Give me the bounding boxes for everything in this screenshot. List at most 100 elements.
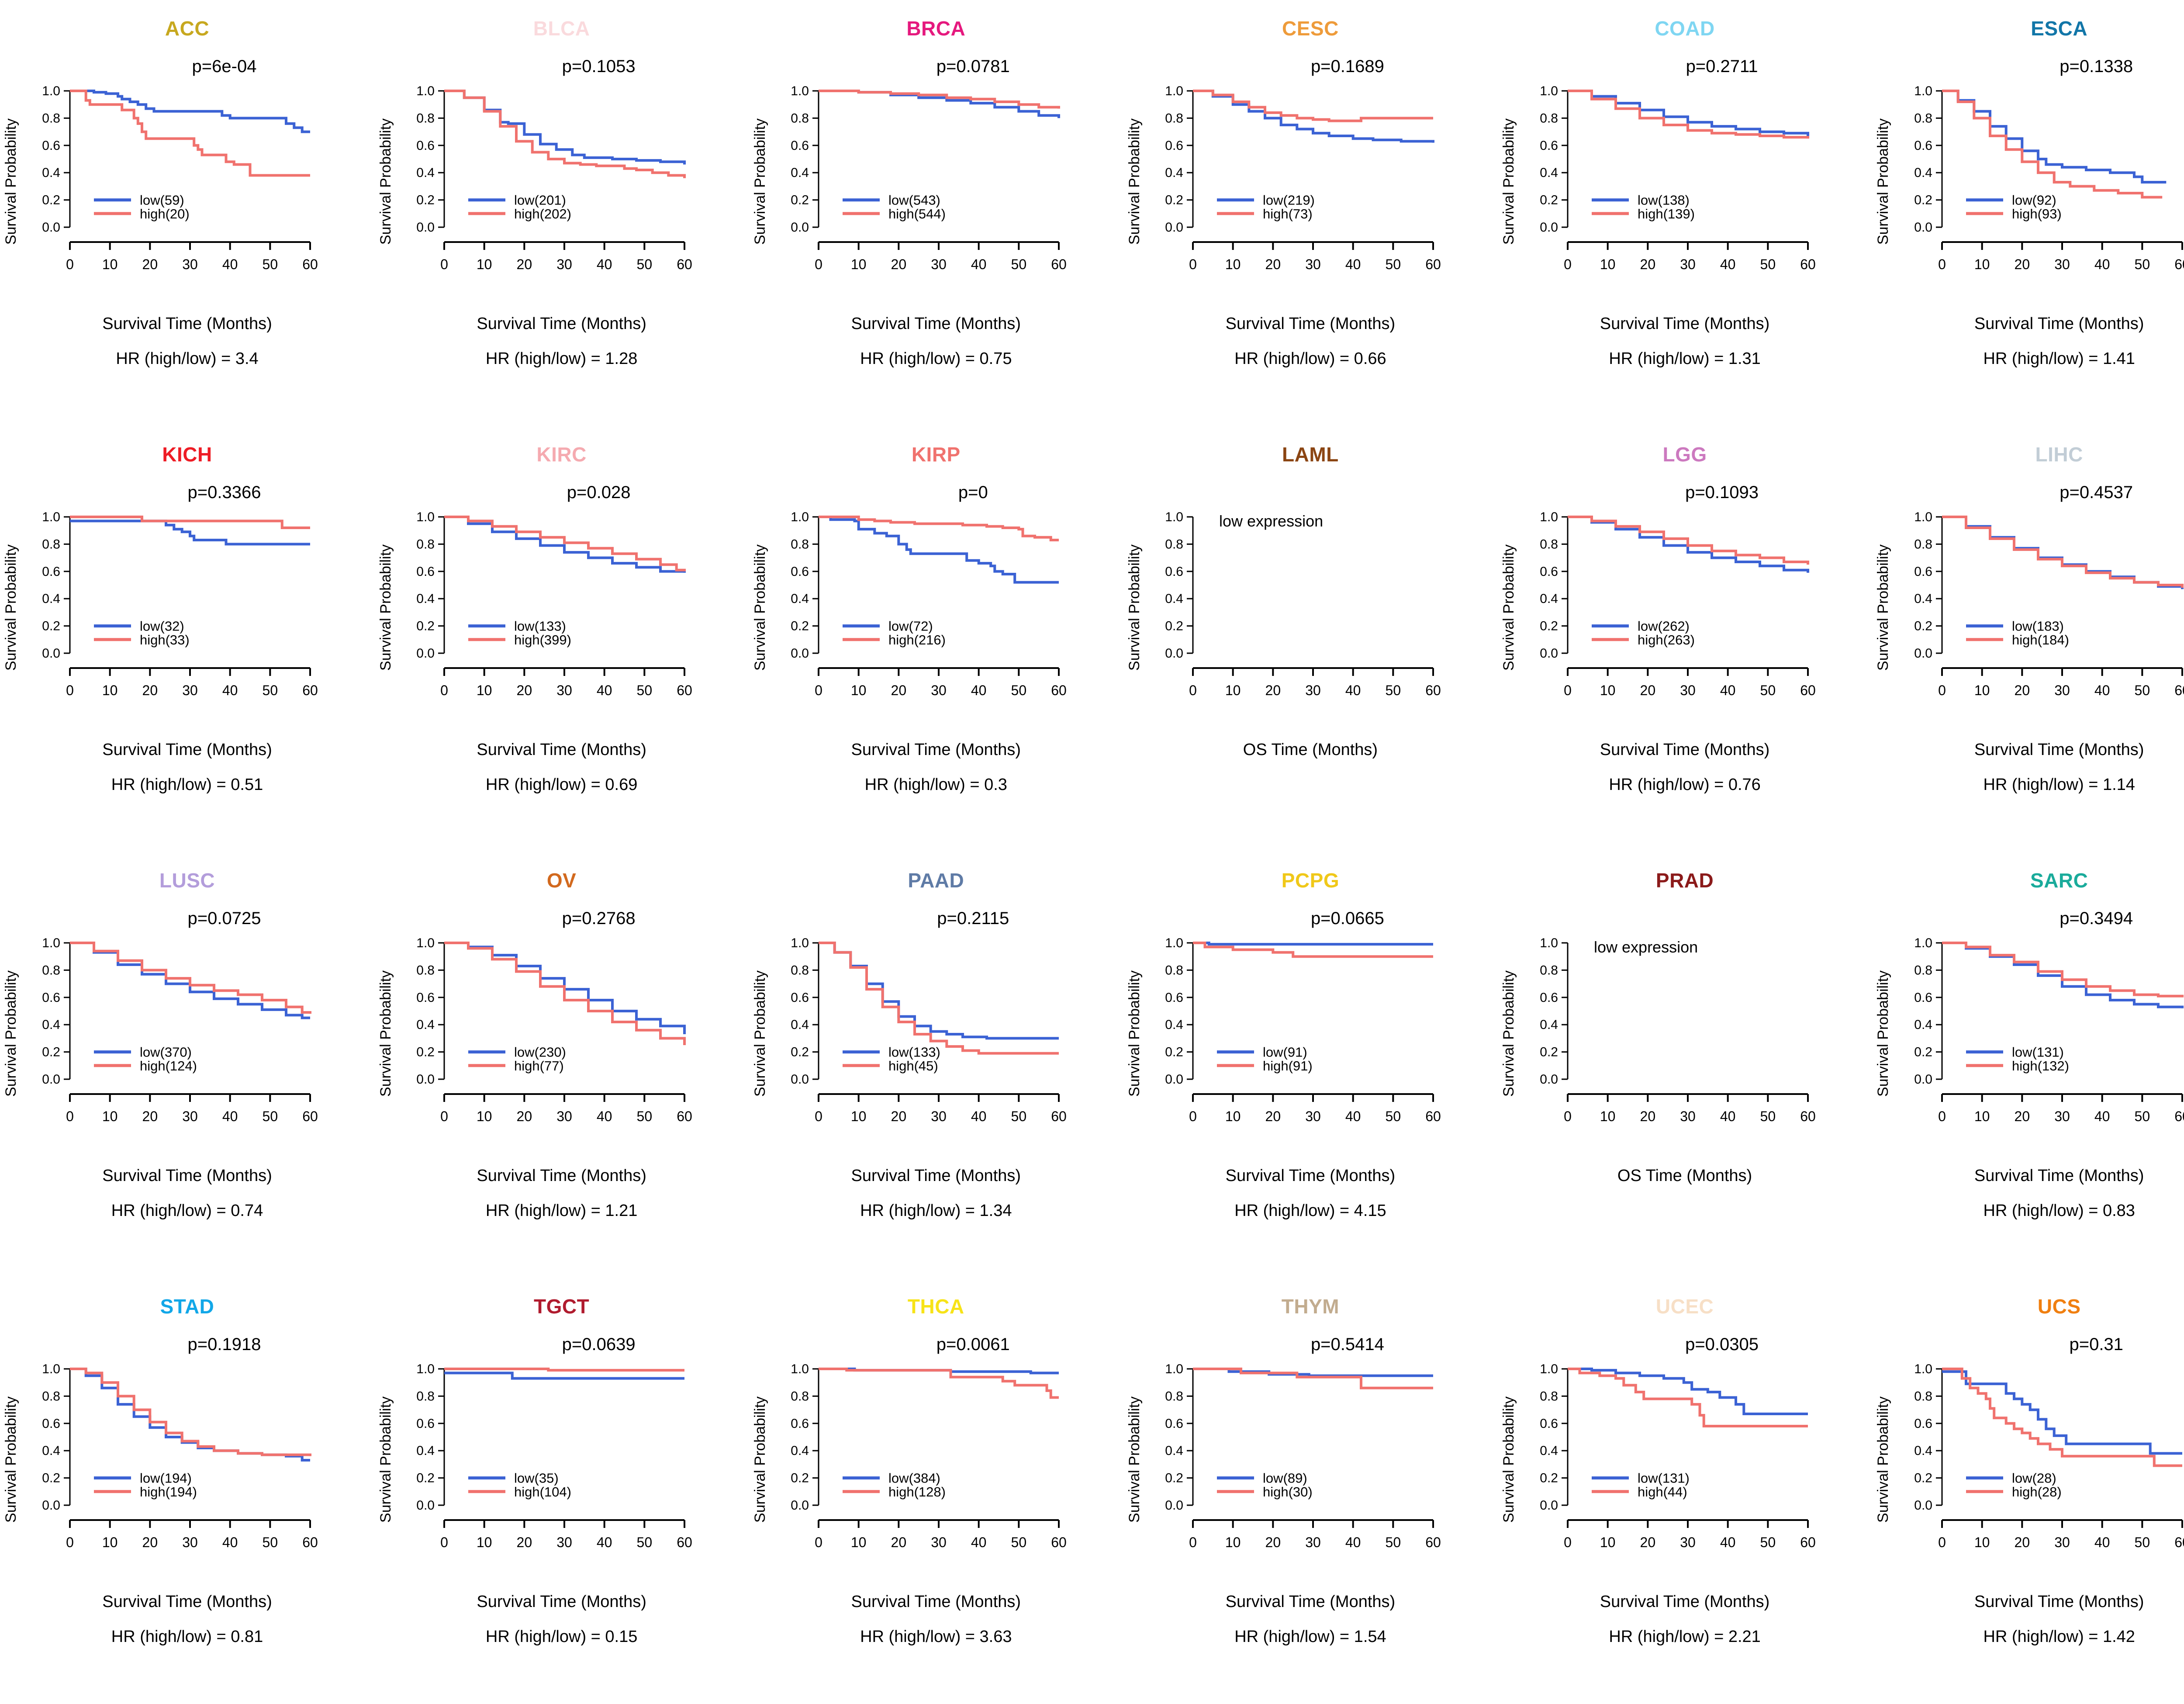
x-axis-label: Survival Time (Months) <box>477 1593 646 1611</box>
y-tick-label: 0.2 <box>1165 193 1184 208</box>
y-tick-label: 0.0 <box>416 646 435 661</box>
x-tick-label: 0 <box>1564 682 1572 698</box>
x-tick-label: 40 <box>2094 1534 2110 1550</box>
km-panel-kirc: KIRC p=0.028 Survival Probability 0.0 0.2 0.4… <box>374 426 749 852</box>
y-tick-label: 1.0 <box>416 1362 435 1376</box>
legend-label-low: low(91) <box>1263 1045 1307 1060</box>
x-tick-label: 50 <box>1386 682 1401 698</box>
x-tick-label: 0 <box>1189 1108 1197 1124</box>
y-tick-label: 0.6 <box>42 1417 60 1431</box>
y-tick-label: 0.2 <box>1165 619 1184 634</box>
y-tick-label: 0.6 <box>1165 565 1184 579</box>
low-expression-curve <box>1193 90 1435 143</box>
km-panel-paad: PAAD p=0.2115 Survival Probability 0.0 0.2 0.… <box>749 852 1123 1278</box>
legend-label-high: high(77) <box>514 1058 564 1074</box>
high-expression-curve <box>819 942 1059 1055</box>
km-curve-svg: 0.0 0.2 0.4 0.6 0.8 1.0 0 10 20 30 40 50 60 low(370)h… <box>42 936 318 1124</box>
hazard-ratio-label: HR (high/low) = 0.81 <box>111 1628 263 1646</box>
legend-label-high: high(544) <box>888 206 946 222</box>
y-tick-label: 0.8 <box>42 1389 60 1403</box>
x-tick-label: 20 <box>142 256 158 272</box>
y-tick-label: 1.0 <box>42 84 60 98</box>
km-panel-acc: ACC p=6e-04 Survival Probability 0.0 0.2 0.4 0… <box>0 0 374 426</box>
hazard-ratio-label: HR (high/low) = 4.15 <box>1234 1202 1386 1220</box>
x-tick-label: 50 <box>2134 1108 2150 1124</box>
high-expression-curve <box>1942 1368 2182 1467</box>
y-tick-label: 1.0 <box>1165 510 1184 524</box>
p-value-label: p=0.1093 <box>1685 483 1759 502</box>
y-tick-label: 0.4 <box>42 592 60 606</box>
x-tick-label: 40 <box>1345 682 1361 698</box>
x-tick-label: 30 <box>931 256 947 272</box>
x-tick-label: 50 <box>2134 682 2150 698</box>
x-tick-label: 30 <box>1680 1108 1696 1124</box>
x-axis-label: Survival Time (Months) <box>102 741 272 759</box>
y-tick-label: 1.0 <box>1165 1362 1184 1376</box>
hazard-ratio-label: HR (high/low) = 0.51 <box>111 776 263 794</box>
hazard-ratio-label: HR (high/low) = 1.42 <box>1983 1628 2135 1646</box>
x-tick-label: 30 <box>931 682 947 698</box>
panel-title: CESC <box>1282 17 1339 40</box>
x-tick-label: 10 <box>851 256 867 272</box>
x-axis-label: Survival Time (Months) <box>102 315 272 333</box>
legend-label-low: low(89) <box>1263 1471 1307 1486</box>
panel-title: KIRP <box>911 443 961 466</box>
panel-title: STAD <box>160 1295 214 1318</box>
panel-title: COAD <box>1655 17 1715 40</box>
x-tick-label: 60 <box>2174 1534 2184 1550</box>
low-expression-curve <box>444 1372 685 1380</box>
km-curve-svg: 0.0 0.2 0.4 0.6 0.8 1.0 0 10 20 30 40 50 60 low(59)hi… <box>42 84 318 272</box>
p-value-label: p=0.3366 <box>187 483 261 502</box>
x-tick-label: 0 <box>440 1534 448 1550</box>
y-tick-label: 0.6 <box>1165 1417 1184 1431</box>
x-tick-label: 10 <box>477 682 492 698</box>
x-tick-label: 10 <box>1600 1534 1615 1550</box>
x-tick-label: 30 <box>182 682 198 698</box>
legend-label-high: high(263) <box>1638 632 1695 648</box>
panel-title: PCPG <box>1281 869 1340 892</box>
y-tick-label: 0.6 <box>1165 139 1184 153</box>
legend-label-high: high(132) <box>2012 1058 2069 1074</box>
legend-label-low: low(59) <box>140 193 184 208</box>
y-tick-label: 1.0 <box>416 936 435 950</box>
y-tick-label: 0.6 <box>791 991 809 1005</box>
y-tick-label: 0.4 <box>42 1018 60 1032</box>
legend-label-high: high(20) <box>140 206 190 222</box>
x-tick-label: 10 <box>851 1534 867 1550</box>
x-tick-label: 30 <box>2054 682 2070 698</box>
y-tick-label: 0.8 <box>791 537 809 551</box>
y-tick-label: 0.2 <box>416 1471 435 1486</box>
x-tick-label: 0 <box>66 256 74 272</box>
p-value-label: p=0.0725 <box>187 909 261 928</box>
x-tick-label: 50 <box>263 682 278 698</box>
x-tick-label: 40 <box>597 1108 612 1124</box>
panel-title: BRCA <box>906 17 966 40</box>
legend-label-high: high(91) <box>1263 1058 1313 1074</box>
x-tick-label: 0 <box>815 682 822 698</box>
legend-label-high: high(216) <box>888 632 946 648</box>
plot-area: Survival Probability 0.0 0.2 0.4 0.6 0.8 1.0 0 1… <box>1123 1361 1497 1558</box>
x-tick-label: 40 <box>971 682 987 698</box>
y-tick-label: 0.6 <box>416 991 435 1005</box>
km-curve-svg: 0.0 0.2 0.4 0.6 0.8 1.0 0 10 20 30 40 50 60 low(92)hi… <box>1914 84 2184 272</box>
p-value-label: p=0.3494 <box>2060 909 2133 928</box>
y-tick-label: 0.2 <box>42 619 60 634</box>
p-value-label: p=0.0061 <box>936 1335 1010 1354</box>
x-tick-label: 50 <box>2134 256 2150 272</box>
x-tick-label: 0 <box>1938 1108 1946 1124</box>
p-value-label: p=0.1918 <box>187 1335 261 1354</box>
x-tick-label: 20 <box>517 256 532 272</box>
high-expression-curve <box>444 90 686 178</box>
y-tick-label: 0.8 <box>1914 537 1932 551</box>
plot-area: Survival Probability 0.0 0.2 0.4 0.6 0.8 1.0 0 1… <box>1872 83 2184 280</box>
x-axis-label: Survival Time (Months) <box>477 741 646 759</box>
y-tick-label: 0.6 <box>1540 1417 1558 1431</box>
y-tick-label: 0.8 <box>791 963 809 977</box>
x-axis-label: Survival Time (Months) <box>851 741 1021 759</box>
y-tick-label: 0.4 <box>1540 1444 1558 1458</box>
x-tick-label: 20 <box>2014 1534 2030 1550</box>
km-curve-svg: 0.0 0.2 0.4 0.6 0.8 1.0 0 10 20 30 40 50 60 low(138)h… <box>1540 84 1816 272</box>
p-value-label: p=0.0639 <box>562 1335 636 1354</box>
y-tick-label: 1.0 <box>791 510 809 524</box>
high-expression-curve <box>819 516 1059 541</box>
